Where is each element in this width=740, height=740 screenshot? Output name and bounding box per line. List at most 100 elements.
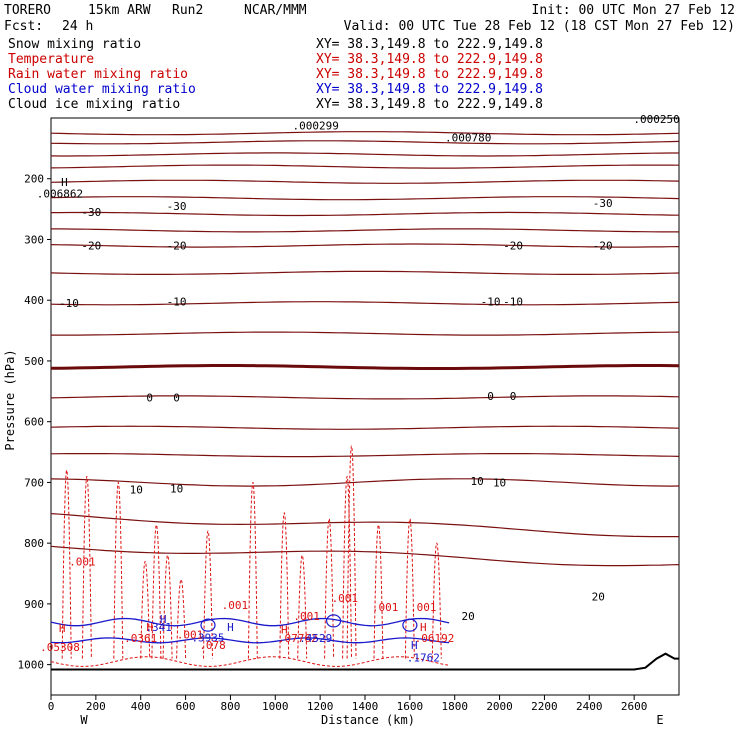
temperature-contour [50,131,680,136]
temperature-label: 0 [510,390,517,403]
temperature-contour [50,478,680,487]
rain-label: .001 [293,610,320,623]
legend: Snow mixing ratio XY= 38.3,149.8 to 222.9… [8,37,543,112]
legend-entry-name: Cloud ice mixing ratio [8,97,180,112]
plot-frame [50,117,680,696]
x-tick-label: 1800 [441,700,468,713]
valid-time: Valid: 00 UTC Tue 28 Feb 12 (18 CST Mon … [344,19,735,34]
terrain [51,652,679,671]
rain-label: .001 [69,555,96,568]
temperature-contour [50,395,680,400]
x-tick-label: 2200 [531,700,558,713]
x-tick-label: 2600 [621,700,648,713]
rain-contour [279,512,290,659]
rain-contour [297,554,308,659]
legend-entry-section: XY= 38.3,149.8 to 222.9,149.8 [316,52,543,67]
x-tick-label: 600 [176,700,196,713]
max-label: .06192 [415,632,455,645]
x-tick-label: 400 [131,700,151,713]
rain-label: .001 [372,601,399,614]
x-tick-label: 1200 [307,700,334,713]
temperature-label: -30 [167,200,187,213]
temperature-contour [51,228,679,233]
ice-label: .006862 [37,187,83,200]
max-label: H [61,176,68,189]
rain-contour [346,445,357,659]
temperature-contour [50,152,679,157]
rain-contour [162,554,173,659]
max-label: .341 [145,621,172,634]
y-tick-label: 400 [24,294,44,307]
rain-contour [431,542,442,659]
legend-entry-name: Snow mixing ratio [8,37,141,52]
max-label: H [411,639,418,652]
max-label: H [420,621,427,634]
temperature-label: -20 [503,240,523,253]
cloud-water-contours [50,614,450,644]
legend-entry-name: Rain water mixing ratio [8,67,188,82]
rain-contour [81,475,92,659]
cloud-water-cell [200,618,216,632]
rain-contour [113,481,124,659]
max-label: H [281,623,288,636]
max-label: H [160,613,167,626]
temperature-contour [50,545,680,567]
header: TORERO 15km ARW Run2 NCAR/MMM Init: 00 U… [4,3,735,34]
max-label: H [146,621,153,634]
x-tick-label: 0 [48,700,55,713]
y-tick-label: 200 [24,173,44,186]
rain-contour [342,475,352,659]
rain-contour [324,518,335,659]
temperature-label: -10 [503,295,523,308]
endpoint-west: W [80,713,88,727]
rain-contour [176,579,187,659]
ice-label: .000299 [292,119,338,132]
ice-label: .000780 [445,131,491,144]
temperature-contours [50,131,680,567]
rain-contour [140,560,151,659]
legend-entry-name: Temperature [8,52,94,67]
rain-label: .001 [222,599,249,612]
temperature-label: 20 [462,610,475,623]
temperature-contour [50,270,680,275]
max-label: .05308 [40,641,80,654]
rain-contour [247,481,258,659]
temperature-contour [50,196,680,201]
max-label: .3935 [191,631,224,644]
temperature-label: 10 [493,476,506,489]
max-label: .078 [199,639,226,652]
temperature-label: 0 [487,390,494,403]
ice-label: .000250 [633,113,679,126]
x-tick-label: 2400 [576,700,603,713]
x-tick-label: 1600 [397,700,424,713]
y-tick-label: 500 [24,355,44,368]
temperature-label: -30 [81,206,101,219]
axes: 0 200 400 600 800 1000 1200 1400 1600 1800 2000 220… [18,173,648,713]
temperature-label: -10 [59,297,79,310]
max-label: .4529 [299,632,332,645]
rain-label: .001 [177,628,204,641]
max-label: .0361 [124,632,157,645]
y-axis-label: Pressure (hPa) [3,349,17,450]
temperature-contour [50,453,680,458]
temperature-label: -20 [81,240,101,253]
y-tick-label: 300 [24,233,44,246]
legend-entry-section: XY= 38.3,149.8 to 222.9,149.8 [316,82,543,97]
temperature-contour [50,513,679,538]
temperature-label: -30 [593,197,613,210]
legend-entry-section: XY= 38.3,149.8 to 222.9,149.8 [316,37,543,52]
max-label: H [59,622,66,635]
rain-label: .001 [410,601,437,614]
y-tick-label: 700 [24,476,44,489]
temperature-label: -20 [593,240,613,253]
y-tick-label: 600 [24,416,44,429]
y-tick-label: 1000 [18,659,45,672]
legend-entry-section: XY= 38.3,149.8 to 222.9,149.8 [316,67,543,82]
temperature-contour [50,140,680,145]
temperature-contour [51,331,680,336]
x-tick-label: 2000 [486,700,513,713]
temperature-contour [50,179,680,184]
legend-entry-section: XY= 38.3,149.8 to 222.9,149.8 [316,97,543,112]
run-name: Run2 [172,3,203,18]
x-tick-label: 800 [220,700,240,713]
